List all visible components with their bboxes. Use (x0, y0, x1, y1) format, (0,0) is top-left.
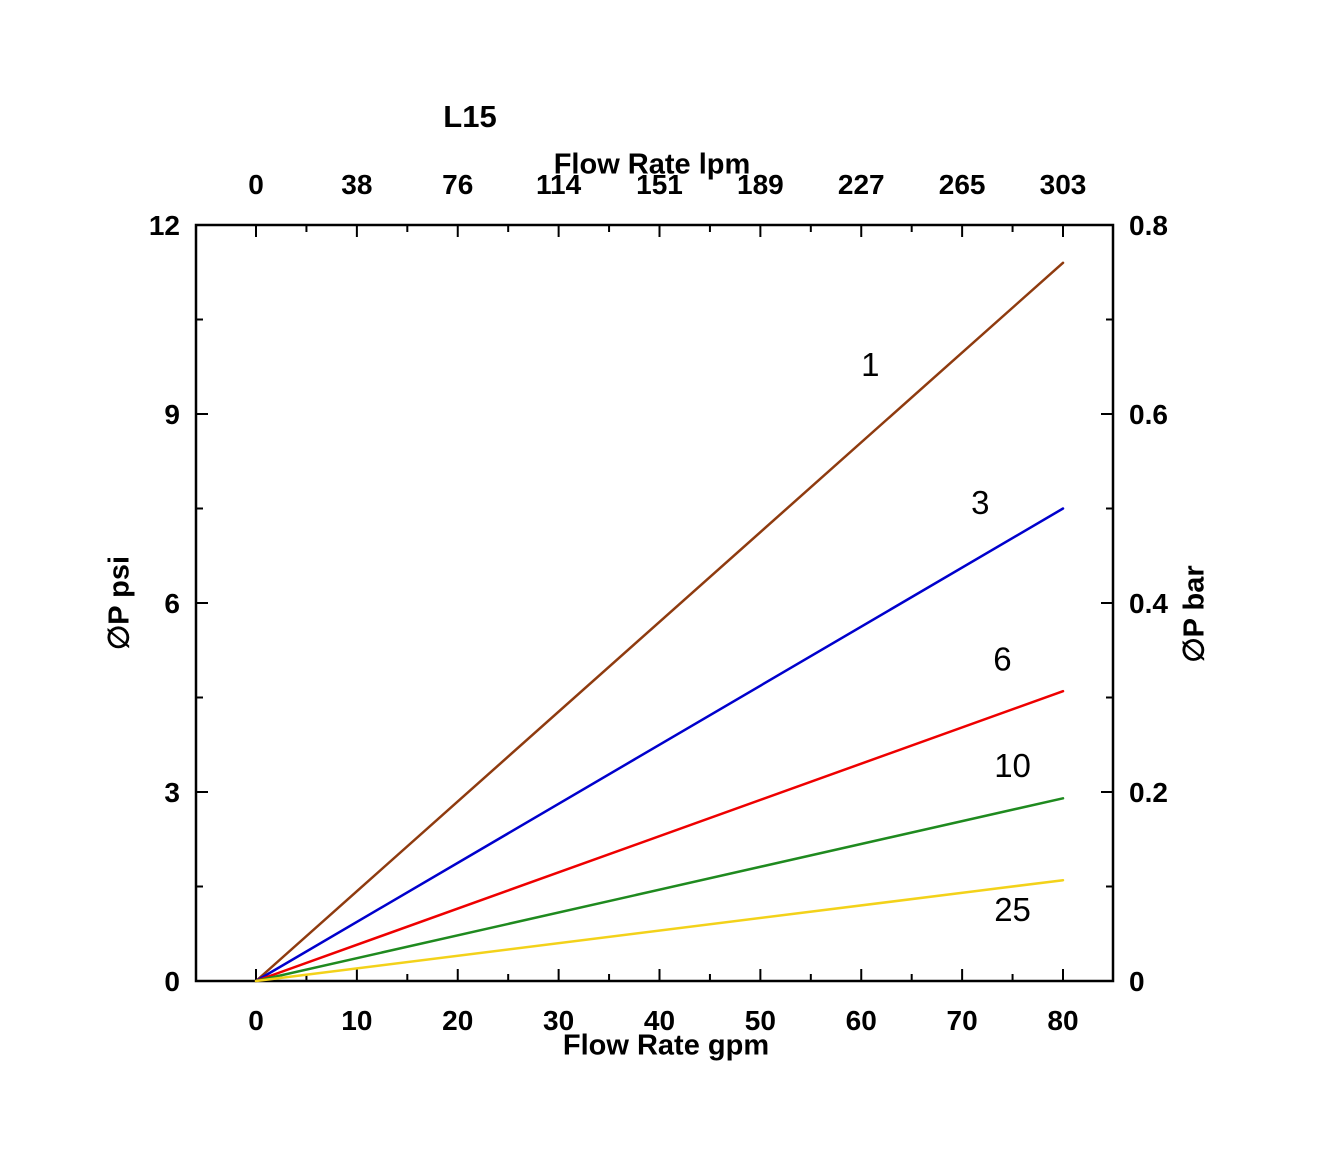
top-tick-label: 38 (341, 169, 372, 200)
bottom-tick-label: 30 (543, 1005, 574, 1036)
bottom-tick-label: 80 (1047, 1005, 1078, 1036)
bottom-tick-label: 0 (248, 1005, 264, 1036)
bottom-tick-label: 20 (442, 1005, 473, 1036)
bottom-tick-label: 40 (644, 1005, 675, 1036)
left-tick-label: 6 (164, 588, 180, 619)
top-tick-label: 265 (939, 169, 986, 200)
left-axis-title: ∅P psi (103, 555, 136, 651)
left-tick-label: 12 (149, 210, 180, 241)
series-label-25: 25 (994, 891, 1031, 928)
right-axis-title: ∅P bar (1178, 565, 1211, 663)
right-tick-label: 0 (1129, 966, 1145, 997)
top-tick-label: 151 (636, 169, 683, 200)
right-tick-label: 0.8 (1129, 210, 1168, 241)
series-line-10 (254, 797, 1065, 983)
series-label-6: 6 (993, 641, 1011, 678)
right-tick-label: 0.4 (1129, 588, 1168, 619)
bottom-tick-label: 70 (947, 1005, 978, 1036)
bottom-tick-label: 60 (846, 1005, 877, 1036)
right-tick-label: 0.6 (1129, 399, 1168, 430)
chart-title: L15 (443, 99, 497, 134)
top-tick-label: 227 (838, 169, 885, 200)
series-line-1 (254, 261, 1065, 983)
bottom-tick-label: 10 (341, 1005, 372, 1036)
series-label-1: 1 (861, 346, 879, 383)
series-line-6 (254, 689, 1065, 983)
series-line-3 (254, 507, 1065, 983)
right-tick-label: 0.2 (1129, 777, 1168, 808)
top-tick-label: 76 (442, 169, 473, 200)
series-line-25 (254, 878, 1065, 983)
series-label-3: 3 (971, 484, 989, 521)
bottom-tick-label: 50 (745, 1005, 776, 1036)
left-tick-label: 9 (164, 399, 180, 430)
left-tick-label: 3 (164, 777, 180, 808)
bottom-axis-title: Flow Rate gpm (562, 1029, 770, 1062)
top-tick-label: 303 (1040, 169, 1087, 200)
series-label-10: 10 (994, 747, 1031, 784)
top-tick-label: 189 (737, 169, 784, 200)
top-tick-label: 114 (536, 169, 582, 200)
top-tick-label: 0 (248, 169, 264, 200)
plot-frame (194, 223, 1115, 983)
top-axis-title: Flow Rate lpm (553, 148, 751, 181)
left-tick-label: 0 (164, 966, 180, 997)
